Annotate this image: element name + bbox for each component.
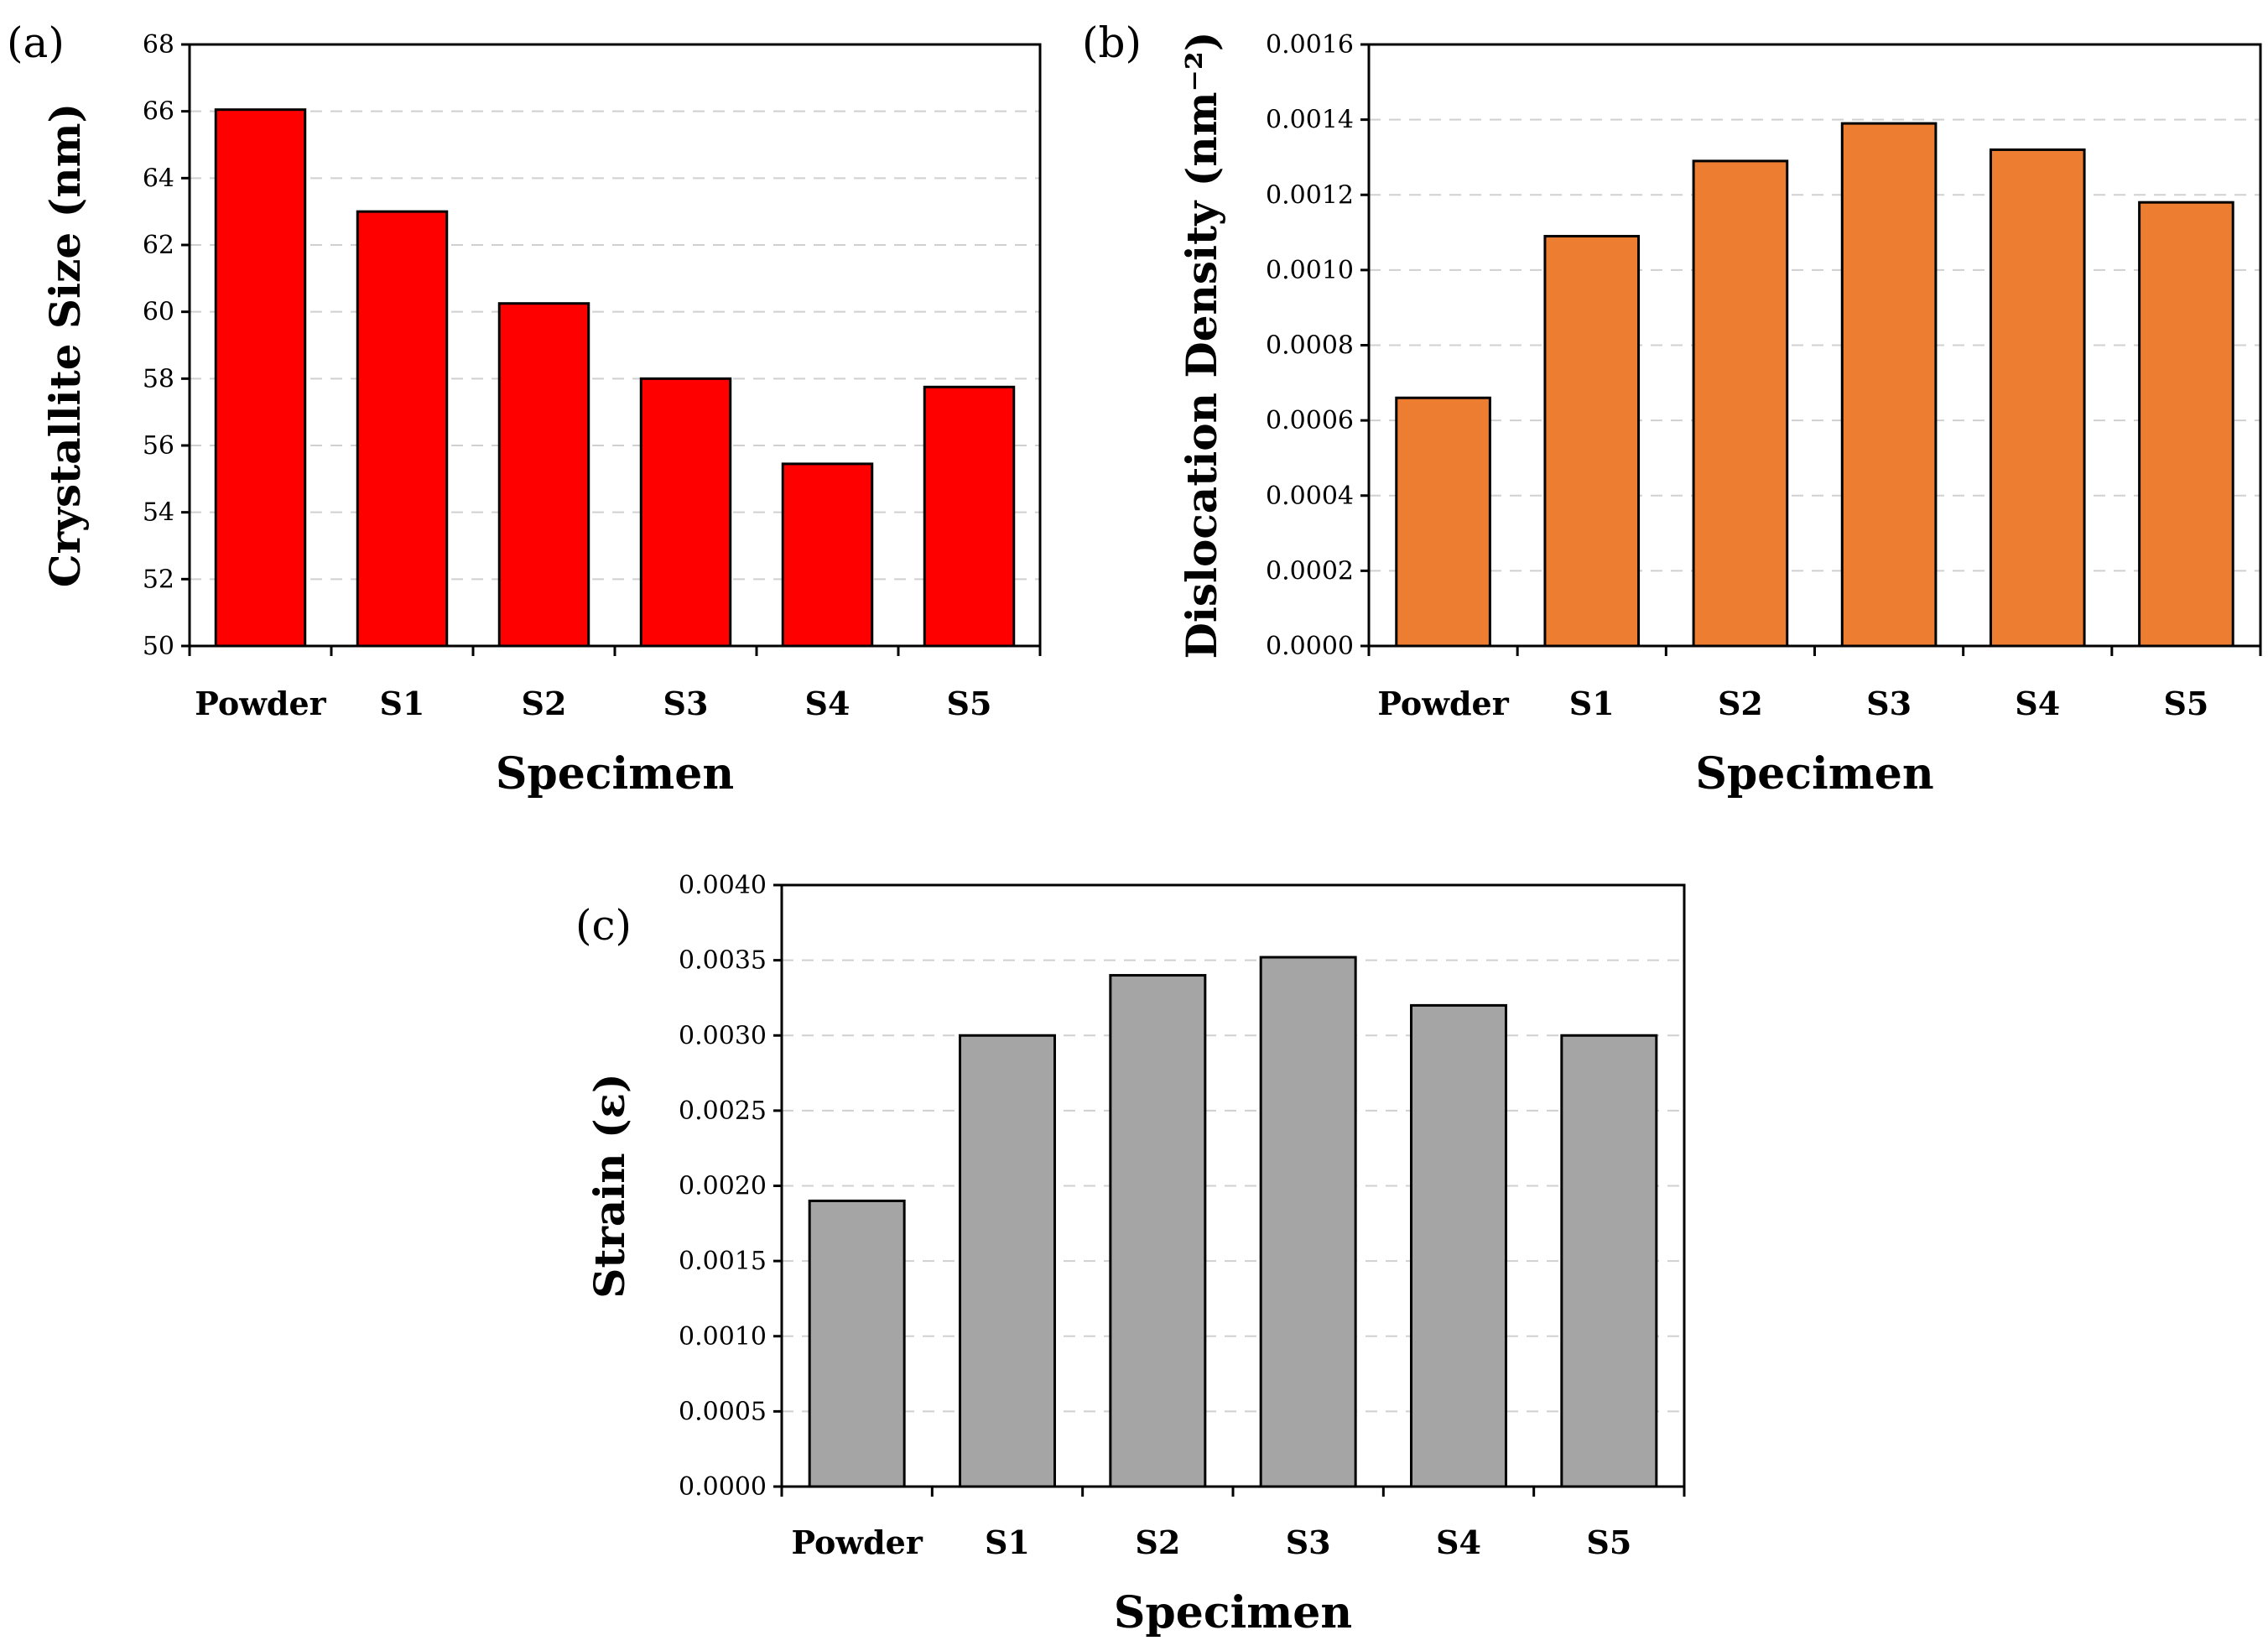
chart-panel-a: 50 52 54 56 58 60 62 64 66 68 Powder S1 S2 S3 S4 S5 Spec…	[7, 18, 1042, 799]
y-axis-label: Strain (ε)	[585, 1073, 634, 1298]
y-tick-label: 0.0040	[679, 871, 767, 900]
x-tick-label: S3	[663, 685, 709, 722]
panel-label: (a)	[7, 18, 65, 67]
y-tick-label: 0.0025	[679, 1096, 767, 1126]
x-tick-label: S2	[522, 685, 567, 722]
bar-s3	[1259, 956, 1357, 1488]
x-axis-label: Specimen	[496, 748, 734, 799]
y-tick-label: 0.0000	[1266, 632, 1354, 661]
y-tick-label: 0.0014	[1266, 106, 1354, 135]
bar-s4	[781, 462, 874, 648]
x-tick-label: Powder	[195, 685, 326, 722]
y-tick-label: 0.0006	[1266, 406, 1354, 435]
bar-powder	[214, 108, 307, 648]
bar-s2	[1109, 974, 1207, 1488]
y-tick-label: 0.0005	[679, 1397, 767, 1426]
bar-s5	[1560, 1034, 1658, 1488]
y-tick-label: 0.0000	[679, 1472, 767, 1502]
x-tick-label: S4	[2015, 685, 2060, 722]
x-tick-label: S4	[1436, 1523, 1481, 1561]
y-tick-label: 52	[143, 565, 174, 594]
bar-s5	[923, 385, 1016, 648]
x-tick-label: S1	[1569, 685, 1615, 722]
y-tick-label: 0.0020	[679, 1172, 767, 1201]
y-tick-label: 0.0016	[1266, 30, 1354, 60]
y-tick-label: 56	[143, 431, 174, 461]
x-tick-label: S3	[1286, 1523, 1331, 1561]
x-tick-label: Powder	[1377, 685, 1509, 722]
chart-panel-b: 0.0000 0.0002 0.0004 0.0006 0.0008 0.0010 0.00…	[1082, 18, 2262, 799]
bar-s1	[1543, 235, 1641, 648]
x-tick-label: S2	[1718, 685, 1763, 722]
y-tick-label: 0.0030	[679, 1021, 767, 1050]
y-tick-label: 0.0010	[679, 1322, 767, 1352]
y-tick-label: 0.0008	[1266, 331, 1354, 361]
bar-s3	[639, 377, 732, 648]
y-tick-label: 0.0012	[1266, 180, 1354, 210]
y-tick-label: 58	[143, 364, 174, 393]
panel-label: (c)	[575, 901, 632, 950]
y-axis-label: Dislocation Density (nm⁻²)	[1177, 32, 1226, 659]
x-tick-label: S3	[1866, 685, 1912, 722]
x-tick-label: S1	[985, 1523, 1030, 1561]
x-tick-label: S5	[947, 685, 992, 722]
bar-s2	[497, 302, 590, 648]
y-tick-label: 66	[143, 97, 174, 127]
bar-s4	[1410, 1003, 1507, 1488]
y-tick-label: 0.0035	[679, 946, 767, 976]
x-tick-label: Powder	[791, 1523, 923, 1561]
y-tick-label: 0.0002	[1266, 556, 1354, 586]
y-tick-label: 62	[143, 231, 174, 260]
y-tick-label: 0.0015	[679, 1247, 767, 1276]
bar-s3	[1840, 122, 1938, 648]
panel-label: (b)	[1082, 18, 1142, 67]
bar-s5	[2138, 201, 2234, 648]
x-tick-label: S1	[380, 685, 425, 722]
x-tick-label: S4	[805, 685, 850, 722]
y-axis-label: Crystallite Size (nm)	[40, 103, 90, 587]
y-tick-label: 54	[143, 498, 174, 528]
y-tick-label: 50	[143, 632, 174, 661]
x-tick-label: S5	[2163, 685, 2208, 722]
plot-frame	[188, 43, 1042, 648]
bar-powder	[1395, 396, 1491, 648]
y-tick-label: 68	[143, 30, 174, 60]
bar-s2	[1692, 159, 1789, 648]
y-tick-label: 0.0004	[1266, 482, 1354, 511]
bar-s1	[356, 210, 449, 648]
bar-s4	[1989, 148, 2086, 648]
y-tick-label: 0.0010	[1266, 256, 1354, 285]
x-axis-label: Specimen	[1695, 748, 1933, 799]
x-axis-label: Specimen	[1114, 1587, 1352, 1638]
x-tick-label: S2	[1135, 1523, 1180, 1561]
y-tick-label: 60	[143, 298, 174, 327]
y-tick-label: 64	[143, 164, 174, 193]
bar-powder	[808, 1199, 906, 1488]
chart-panel-c: 0.0000 0.0005 0.0010 0.0015 0.0020 0.0025 0.00…	[575, 871, 1686, 1638]
bar-s1	[959, 1034, 1056, 1488]
x-tick-label: S5	[1586, 1523, 1631, 1561]
